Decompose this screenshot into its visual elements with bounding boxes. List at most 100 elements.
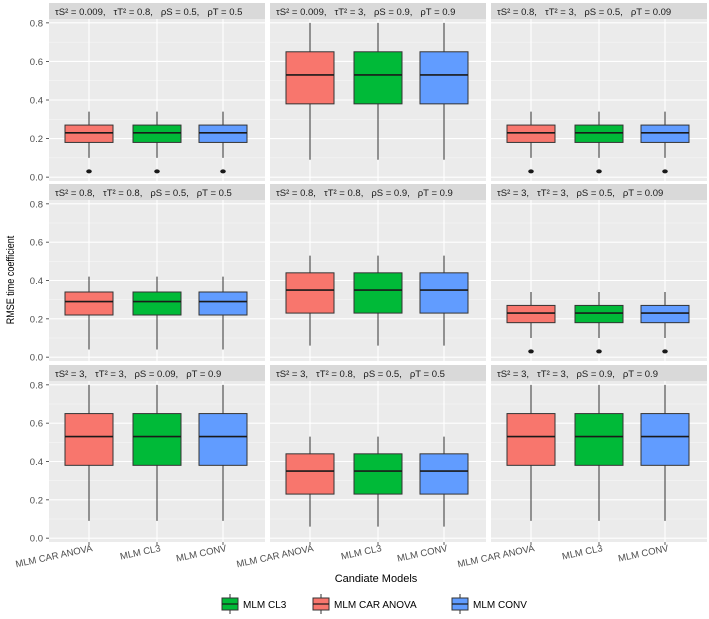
outlier-point <box>220 169 226 174</box>
box-iqr <box>198 413 248 466</box>
boxplot-mlm-cl3 <box>574 203 624 354</box>
y-axis-title: RMSE time coefficient <box>5 236 17 325</box>
outlier-point <box>662 349 668 354</box>
legend-item: MLM CL3 <box>221 594 287 614</box>
boxplot-mlm-conv <box>640 203 690 354</box>
y-tick-label: 0.2 <box>30 495 43 506</box>
outlier-point <box>86 169 92 174</box>
y-tick-label: 0.0 <box>30 173 43 184</box>
boxplot-mlm-car-anova <box>64 203 114 350</box>
facet-strip <box>491 184 707 200</box>
box-iqr <box>285 272 335 314</box>
boxplot-mlm-cl3 <box>132 203 182 350</box>
y-tick-label: 0.8 <box>30 380 43 391</box>
y-tick-label: 0.8 <box>30 199 43 210</box>
box-iqr <box>285 51 335 105</box>
facet-strip <box>270 184 486 200</box>
y-tick-label: 0.4 <box>30 96 43 107</box>
boxplot-mlm-car-anova <box>285 203 335 346</box>
legend-label: MLM CONV <box>473 600 527 611</box>
facet-strip <box>491 3 707 19</box>
boxplot-mlm-cl3 <box>132 22 182 174</box>
boxplot-mlm-conv <box>198 384 248 521</box>
boxplot-mlm-cl3 <box>574 384 624 521</box>
boxplot-mlm-conv <box>198 203 248 350</box>
boxplot-mlm-conv <box>419 203 469 346</box>
facet-strip <box>49 365 265 381</box>
y-tick-label: 0.8 <box>30 18 43 29</box>
box-iqr <box>132 124 182 143</box>
box-iqr <box>640 304 690 324</box>
box-iqr <box>353 51 403 105</box>
box-iqr <box>353 453 403 495</box>
facet-strip-label: τS² = 3, τT² = 3, ρS = 0.09, ρT = 0.9 <box>55 369 221 380</box>
box-iqr <box>640 413 690 466</box>
box-iqr <box>64 291 114 316</box>
boxplot-mlm-car-anova <box>506 203 556 354</box>
y-tick-label: 0.6 <box>30 57 43 68</box>
y-tick-label: 0.6 <box>30 238 43 249</box>
y-tick-label: 0.4 <box>30 276 43 287</box>
boxplot-mlm-cl3 <box>353 384 403 527</box>
box-iqr <box>64 124 114 143</box>
facet-strip <box>491 365 707 381</box>
outlier-point <box>596 169 602 174</box>
box-iqr <box>285 453 335 495</box>
boxplot-mlm-cl3 <box>353 22 403 160</box>
box-iqr <box>574 413 624 466</box>
facet-strip-label: τS² = 3, τT² = 3, ρS = 0.9, ρT = 0.9 <box>497 369 658 380</box>
facet-strip-label: τS² = 0.009, τT² = 0.8, ρS = 0.5, ρT = 0.5 <box>55 7 242 18</box>
facet-strip <box>49 184 265 200</box>
outlier-point <box>528 169 534 174</box>
facet-panel: τS² = 0.8, τT² = 3, ρS = 0.5, ρT = 0.09 <box>491 3 707 181</box>
boxplot-mlm-car-anova <box>64 22 114 174</box>
box-iqr <box>419 453 469 495</box>
boxplot-mlm-conv <box>419 384 469 527</box>
boxplot-mlm-car-anova <box>506 384 556 521</box>
box-iqr <box>132 291 182 316</box>
y-tick-label: 0.2 <box>30 314 43 325</box>
facet-strip-label: τS² = 0.8, τT² = 0.8, ρS = 0.9, ρT = 0.9 <box>276 188 453 199</box>
box-iqr <box>419 272 469 314</box>
legend-item: MLM CONV <box>451 594 527 614</box>
legend-label: MLM CAR ANOVA <box>334 600 417 611</box>
y-tick-label: 0.2 <box>30 134 43 145</box>
outlier-point <box>154 169 160 174</box>
y-tick-label: 0.0 <box>30 534 43 545</box>
y-tick-label: 0.0 <box>30 353 43 364</box>
y-tick-label: 0.6 <box>30 419 43 430</box>
facet-strip-label: τS² = 0.009, τT² = 3, ρS = 0.9, ρT = 0.9 <box>276 7 455 18</box>
legend: MLM CL3 MLM CAR ANOVA MLM CONV <box>221 594 527 614</box>
facet-strip <box>49 3 265 19</box>
boxplot-mlm-conv <box>198 22 248 174</box>
boxplot-mlm-conv <box>640 22 690 174</box>
box-iqr <box>640 124 690 143</box>
box-iqr <box>198 291 248 316</box>
facet-panel: τS² = 0.8, τT² = 0.8, ρS = 0.9, ρT = 0.9 <box>270 184 486 361</box>
boxplot-mlm-car-anova <box>506 22 556 174</box>
box-iqr <box>353 272 403 314</box>
box-iqr <box>198 124 248 143</box>
boxplot-mlm-cl3 <box>132 384 182 521</box>
boxplot-mlm-car-anova <box>285 384 335 527</box>
boxplot-mlm-car-anova <box>285 22 335 160</box>
facet-panel: τS² = 3, τT² = 3, ρS = 0.5, ρT = 0.09 <box>491 184 707 361</box>
facet-strip <box>270 365 486 381</box>
facet-strip-label: τS² = 3, τT² = 3, ρS = 0.5, ρT = 0.09 <box>497 188 663 199</box>
legend-label: MLM CL3 <box>243 600 287 611</box>
facet-panel: τS² = 0.009, τT² = 0.8, ρS = 0.5, ρT = 0.5 0… <box>30 3 265 184</box>
boxplot-mlm-car-anova <box>64 384 114 521</box>
box-iqr <box>419 51 469 105</box>
boxplot-mlm-cl3 <box>574 22 624 174</box>
outlier-point <box>528 349 534 354</box>
box-iqr <box>574 304 624 324</box>
outlier-point <box>596 349 602 354</box>
boxplot-mlm-conv <box>640 384 690 521</box>
y-tick-label: 0.4 <box>30 457 43 468</box>
facet-strip <box>270 3 486 19</box>
box-iqr <box>132 413 182 466</box>
boxplot-mlm-conv <box>419 22 469 160</box>
